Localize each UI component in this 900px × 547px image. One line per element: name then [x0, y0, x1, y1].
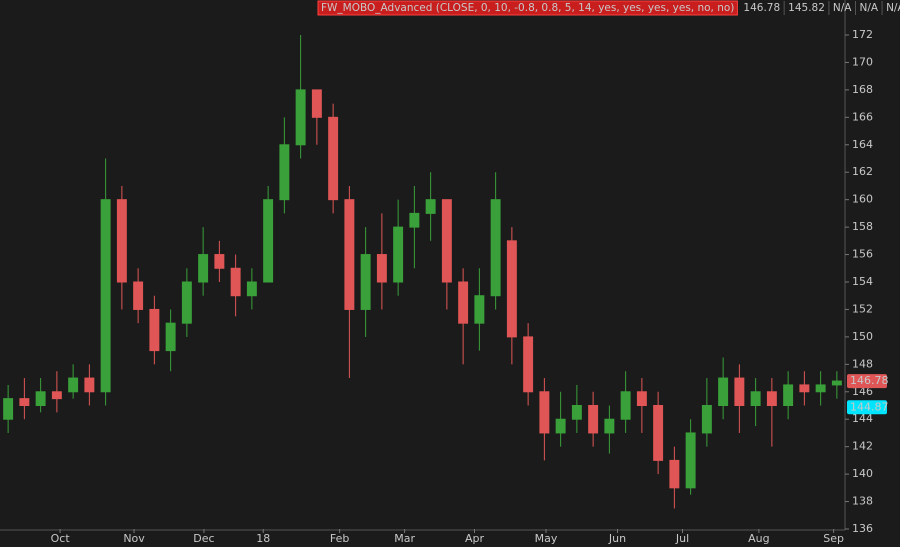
candle-body: [344, 199, 355, 310]
x-tick-label: Apr: [465, 532, 485, 545]
candle-body: [669, 459, 680, 489]
candle-body: [571, 405, 582, 420]
candle-body: [181, 281, 192, 324]
candle-body: [19, 398, 30, 406]
candle-body: [799, 384, 810, 393]
candle-body: [555, 418, 566, 434]
candle-body: [815, 384, 826, 393]
candle-body: [783, 384, 794, 406]
y-tick-label: 150: [852, 330, 873, 343]
candle-body: [84, 377, 95, 393]
x-tick-label: Feb: [330, 532, 349, 545]
candle-body: [474, 295, 485, 324]
price-marker: [847, 400, 887, 415]
candle-body: [636, 391, 647, 406]
candle-body: [441, 199, 452, 283]
header-value: N/A: [833, 2, 852, 14]
candle-body: [393, 226, 404, 283]
x-tick-label: Jun: [608, 532, 626, 545]
candle-body: [116, 199, 127, 283]
candle-body: [409, 212, 420, 228]
candle-body: [68, 377, 79, 393]
y-tick-label: 148: [852, 357, 873, 370]
candle-body: [588, 405, 599, 434]
candle-body: [165, 322, 176, 352]
candle-body: [458, 281, 469, 324]
candle-body: [539, 391, 550, 434]
x-tick-label: Sep: [823, 532, 844, 545]
x-tick-label: Aug: [748, 532, 769, 545]
study-label-box: [317, 0, 738, 16]
candle-body: [311, 89, 322, 118]
y-tick-label: 166: [852, 110, 873, 123]
y-tick-label: 168: [852, 83, 873, 96]
candle-body: [51, 391, 62, 400]
x-tick-label: Dec: [193, 532, 214, 545]
candle-body: [734, 377, 745, 406]
candle-body: [653, 405, 664, 461]
x-tick-label: Jul: [675, 532, 689, 545]
x-tick-label: May: [535, 532, 558, 545]
candle-body: [263, 199, 274, 283]
y-tick-label: 172: [852, 28, 873, 41]
y-tick-label: 140: [852, 467, 873, 480]
header-value: N/A: [886, 2, 900, 14]
price-marker: [847, 374, 887, 389]
candle-body: [230, 267, 241, 297]
candle-body: [246, 281, 257, 297]
y-tick-label: 138: [852, 495, 873, 508]
candle-body: [831, 380, 842, 386]
candle-body: [425, 199, 436, 214]
candle-body: [360, 254, 371, 310]
candle-body: [490, 199, 501, 297]
y-tick-label: 154: [852, 275, 873, 288]
candle-body: [685, 432, 696, 489]
y-tick-label: 170: [852, 55, 873, 68]
candle-body: [3, 398, 14, 420]
candle-body: [523, 336, 534, 393]
candle-body: [214, 254, 225, 269]
y-tick-label: 142: [852, 440, 873, 453]
candle-body: [133, 281, 144, 310]
y-tick-label: 158: [852, 220, 873, 233]
candle-body: [701, 405, 712, 434]
y-tick-label: 164: [852, 138, 873, 151]
header-value: N/A: [859, 2, 878, 14]
candle-body: [198, 254, 209, 283]
candle-body: [35, 391, 46, 406]
y-tick-label: 160: [852, 193, 873, 206]
x-tick-label: Oct: [51, 532, 71, 545]
x-tick-label: Mar: [394, 532, 415, 545]
candle-body: [279, 144, 290, 201]
price-marker-label: 146.78: [850, 374, 889, 387]
candle-body: [506, 240, 517, 338]
candle-body: [620, 391, 631, 420]
candle-body: [328, 116, 339, 201]
x-tick-label: 18: [256, 532, 270, 545]
y-tick-label: 136: [852, 522, 873, 535]
y-tick-label: 152: [852, 302, 873, 315]
candle-body: [604, 418, 615, 434]
y-tick-label: 156: [852, 248, 873, 261]
header-value: 145.82: [788, 2, 825, 14]
y-tick-label: 162: [852, 165, 873, 178]
y-tick-label: 144: [852, 412, 873, 425]
candle-body: [718, 377, 729, 406]
candle-body: [100, 199, 111, 393]
x-tick-label: Nov: [123, 532, 145, 545]
candle-body: [750, 391, 761, 406]
candle-body: [376, 254, 387, 283]
candle-body: [766, 391, 777, 406]
candle-body: [149, 308, 160, 352]
header-value: 146.78: [743, 2, 780, 14]
candle-body: [295, 89, 306, 146]
price-marker-label: 144.87: [850, 400, 889, 413]
study-label: FW_MOBO_Advanced (CLOSE, 0, 10, -0.8, 0.…: [321, 2, 734, 14]
